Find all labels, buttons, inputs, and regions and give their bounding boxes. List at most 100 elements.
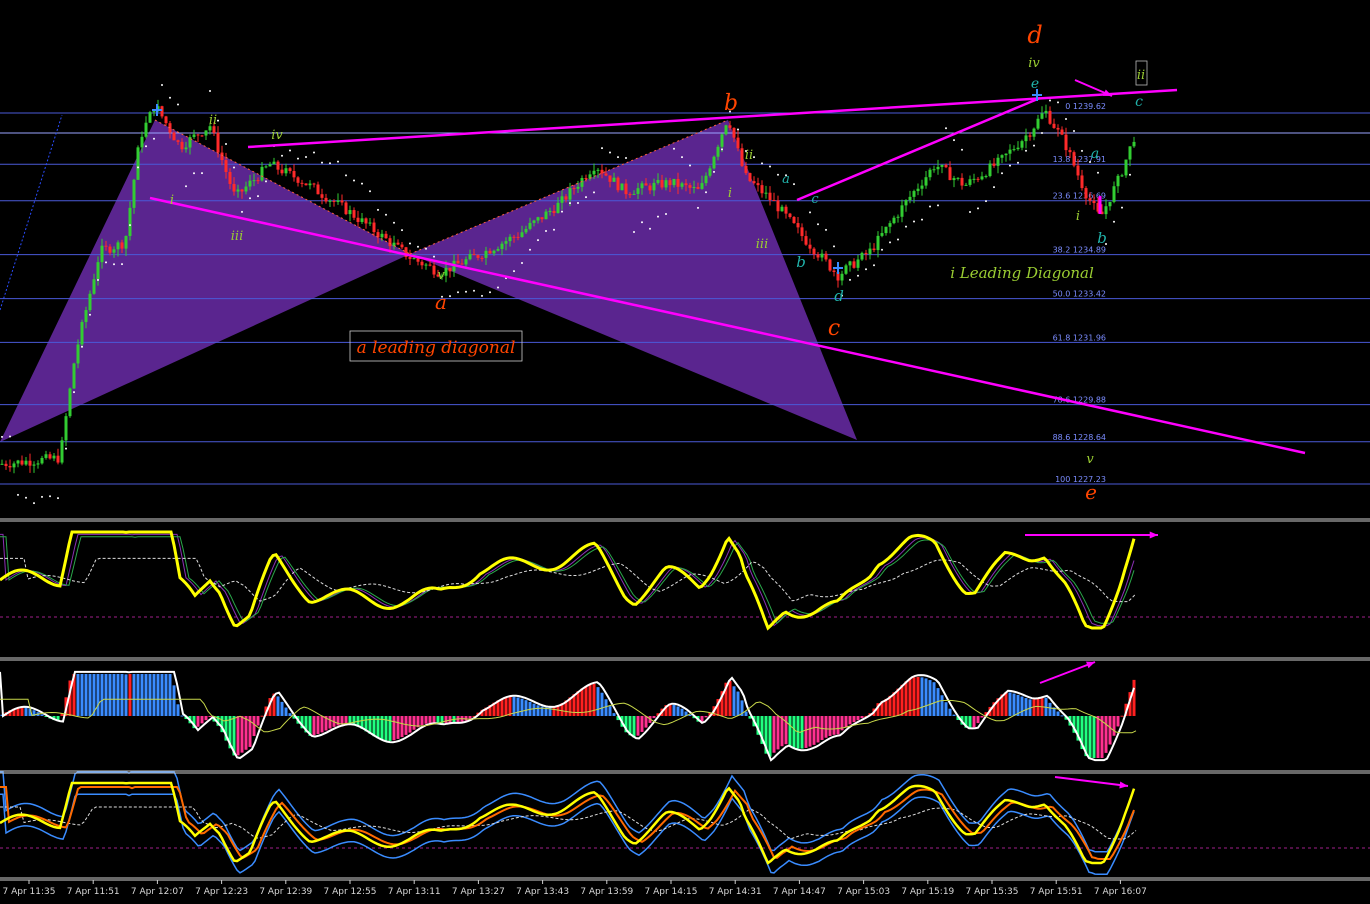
candle-body xyxy=(580,178,584,187)
candle-body xyxy=(916,188,920,192)
candle-body xyxy=(712,156,716,169)
candle-body xyxy=(576,186,580,189)
sar-dot xyxy=(1065,118,1067,121)
x-tick-label: 7 Apr 12:23 xyxy=(195,887,248,897)
fib-label: 50.0 1233.42 xyxy=(1053,290,1106,299)
arrow-osc2-head xyxy=(1086,661,1095,669)
sar-dot xyxy=(281,154,283,157)
candle-body xyxy=(96,262,100,280)
osc2-bar xyxy=(1080,716,1084,750)
sar-dot xyxy=(233,166,235,169)
candle-body xyxy=(1064,134,1068,151)
osc2-bar xyxy=(788,716,792,747)
candle-body xyxy=(296,177,300,183)
candle-body xyxy=(1076,165,1080,176)
candle-body xyxy=(716,146,720,157)
osc2-bar xyxy=(736,691,740,716)
candle-body xyxy=(704,175,708,184)
osc2-bar xyxy=(400,716,404,738)
candle-body xyxy=(620,183,624,191)
osc2-bar xyxy=(624,716,628,733)
osc2-bar xyxy=(232,716,236,756)
candle-body xyxy=(628,194,632,196)
sar-dot xyxy=(513,270,515,273)
sar-dot xyxy=(161,83,163,86)
candle-body xyxy=(468,254,472,260)
osc2-bar xyxy=(128,674,132,716)
osc2-bar xyxy=(592,683,596,716)
candle-body xyxy=(328,200,332,202)
osc2-bar xyxy=(692,716,696,719)
candle-body xyxy=(140,136,144,148)
sar-dot xyxy=(625,157,627,160)
osc2-bar xyxy=(676,706,680,716)
candle-body xyxy=(540,217,544,220)
sar-dot xyxy=(721,148,723,151)
osc2-bar xyxy=(1092,716,1096,758)
annotation-i-leading-diagonal: i Leading Diagonal xyxy=(950,264,1094,282)
osc2-bar xyxy=(656,713,660,716)
annotations: a leading diagonal i Leading Diagonal xyxy=(349,264,1094,362)
sar-dot xyxy=(321,161,323,164)
osc2-bar xyxy=(360,716,364,729)
osc2-bar xyxy=(572,694,576,716)
osc2-bar xyxy=(408,716,412,733)
candle-body xyxy=(380,233,384,238)
sar-dot xyxy=(41,495,43,498)
osc2-bar xyxy=(260,715,264,717)
osc2-bar xyxy=(548,707,552,716)
candle-body xyxy=(556,202,560,213)
candle-body xyxy=(800,227,804,237)
wave-label: ii xyxy=(209,113,217,128)
sar-dot xyxy=(265,180,267,183)
sar-dot xyxy=(841,294,843,297)
osc2-bar xyxy=(928,680,932,716)
sar-dot xyxy=(609,151,611,154)
candle-body xyxy=(364,218,368,224)
candle-body xyxy=(932,169,936,171)
candle-body xyxy=(824,253,828,260)
sar-dot xyxy=(865,268,867,271)
osc2-bar xyxy=(60,713,64,716)
candle-body xyxy=(632,193,636,195)
osc2-bar xyxy=(496,700,500,716)
candle-body xyxy=(644,183,648,186)
osc2-bar xyxy=(416,716,420,728)
sar-dot xyxy=(297,157,299,160)
osc2-bar xyxy=(744,711,748,716)
osc2-bar xyxy=(216,716,220,726)
candle-body xyxy=(664,180,668,188)
candle-body xyxy=(828,259,832,271)
annotation-box xyxy=(349,330,523,362)
sar-dot xyxy=(17,493,19,496)
candle-body xyxy=(548,210,552,212)
osc2-bar xyxy=(272,693,276,716)
sar-dot xyxy=(81,345,83,348)
osc2-bar xyxy=(388,716,392,741)
candle-body xyxy=(988,163,992,177)
osc2-bar xyxy=(836,716,840,735)
osc2-bar xyxy=(948,708,952,716)
osc2-bar xyxy=(1032,699,1036,716)
sar-dot xyxy=(105,261,107,264)
sar-dot xyxy=(553,228,555,231)
x-tick-label: 7 Apr 14:15 xyxy=(645,887,698,897)
osc2-bar xyxy=(792,716,796,748)
osc2-bar xyxy=(700,716,704,722)
wave-label: i xyxy=(170,193,174,208)
trendline-lower xyxy=(149,196,1306,455)
candle-body xyxy=(124,235,128,249)
candle-body xyxy=(952,178,956,181)
sar-dot xyxy=(129,224,131,227)
candle-body xyxy=(964,184,968,186)
osc2-bar xyxy=(392,716,396,741)
osc2-bar xyxy=(920,677,924,716)
candle-body xyxy=(732,127,736,138)
candle-body xyxy=(432,265,436,275)
candle-body xyxy=(152,111,156,113)
sar-dot xyxy=(1017,161,1019,164)
osc2-bar xyxy=(192,716,196,729)
candle-body xyxy=(352,210,356,218)
candle-body xyxy=(980,176,984,180)
candle-body xyxy=(336,200,340,202)
